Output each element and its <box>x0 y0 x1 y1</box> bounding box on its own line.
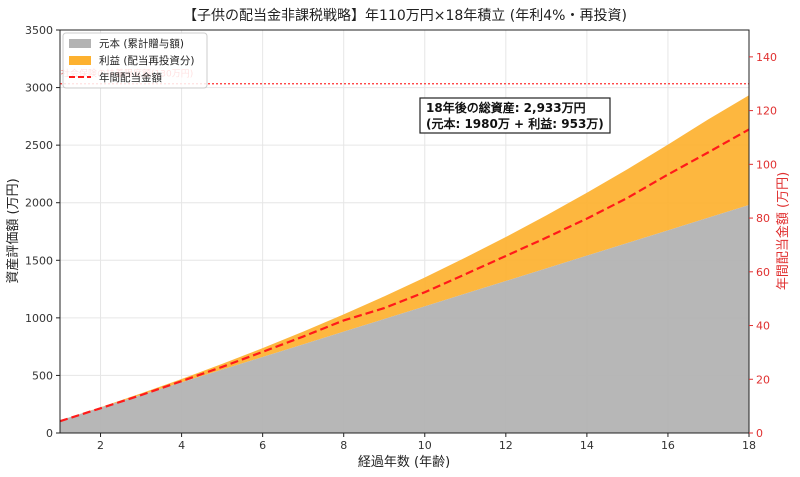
legend-label-dividend: 年間配当金額 <box>99 71 162 84</box>
y-axis-title-left: 資産評価額 (万円) <box>5 178 21 283</box>
y-axis-right: 0 20 40 60 80 100 120 140 <box>749 51 777 440</box>
legend: 元本 (累計贈与額) 利益 (配当再投資分) 年間配当金額 <box>62 32 208 89</box>
x-axis: 2 4 6 8 10 12 14 16 18 <box>97 433 756 452</box>
y-axis-title-right: 年間配当金額 (万円) <box>775 172 791 290</box>
x-tick-label: 10 <box>418 439 432 452</box>
x-tick-label: 8 <box>340 439 347 452</box>
y-right-tick-label: 100 <box>756 158 777 171</box>
plot-border <box>59 29 750 434</box>
area-principal <box>60 205 749 433</box>
legend-label-principal: 元本 (累計贈与額) <box>99 37 184 50</box>
chart-title: 【子供の配当金非課税戦略】年110万円×18年積立 (年利4%・再投資) <box>183 8 627 24</box>
y-tick-label: 1000 <box>25 312 53 325</box>
y-tick-label: 2000 <box>25 197 53 210</box>
y-right-tick-label: 140 <box>756 51 777 64</box>
y-tick-label: 3000 <box>25 82 53 95</box>
y-right-tick-label: 0 <box>756 427 763 440</box>
x-tick-label: 14 <box>580 439 594 452</box>
y-right-tick-label: 80 <box>756 212 770 225</box>
y-right-tick-label: 120 <box>756 105 777 118</box>
annotation-box <box>419 97 611 134</box>
y-tick-label: 2500 <box>25 139 53 152</box>
annotation-line-2: (元本: 1980万 + 利益: 953万) <box>426 116 604 131</box>
legend-swatch-principal <box>69 39 91 48</box>
area-layer <box>60 95 749 433</box>
x-tick-label: 4 <box>178 439 185 452</box>
y-tick-label: 1500 <box>25 254 53 267</box>
line-dividend <box>59 128 750 423</box>
x-tick-label: 18 <box>742 439 756 452</box>
x-tick-label: 16 <box>661 439 675 452</box>
y-tick-label: 3500 <box>25 24 53 37</box>
y-right-tick-label: 40 <box>756 320 770 333</box>
x-tick-label: 2 <box>97 439 104 452</box>
annotation-line-1: 18年後の総資産: 2,933万円 <box>426 100 586 115</box>
legend-swatch-profit <box>69 56 91 65</box>
y-axis-left: 0 500 1000 1500 2000 2500 3000 3500 <box>25 24 60 440</box>
x-tick-label: 12 <box>499 439 513 452</box>
y-right-tick-label: 60 <box>756 266 770 279</box>
y-tick-label: 0 <box>46 427 53 440</box>
line-layer <box>59 128 750 423</box>
x-axis-title: 経過年数 (年齢) <box>358 455 450 470</box>
legend-label-profit: 利益 (配当再投資分) <box>99 54 195 67</box>
y-tick-label: 500 <box>32 369 53 382</box>
y-right-tick-label: 20 <box>756 373 770 386</box>
total-asset-annotation: 18年後の総資産: 2,933万円 (元本: 1980万 + 利益: 953万) <box>419 97 611 134</box>
legend-box <box>62 32 208 89</box>
x-tick-label: 6 <box>259 439 266 452</box>
